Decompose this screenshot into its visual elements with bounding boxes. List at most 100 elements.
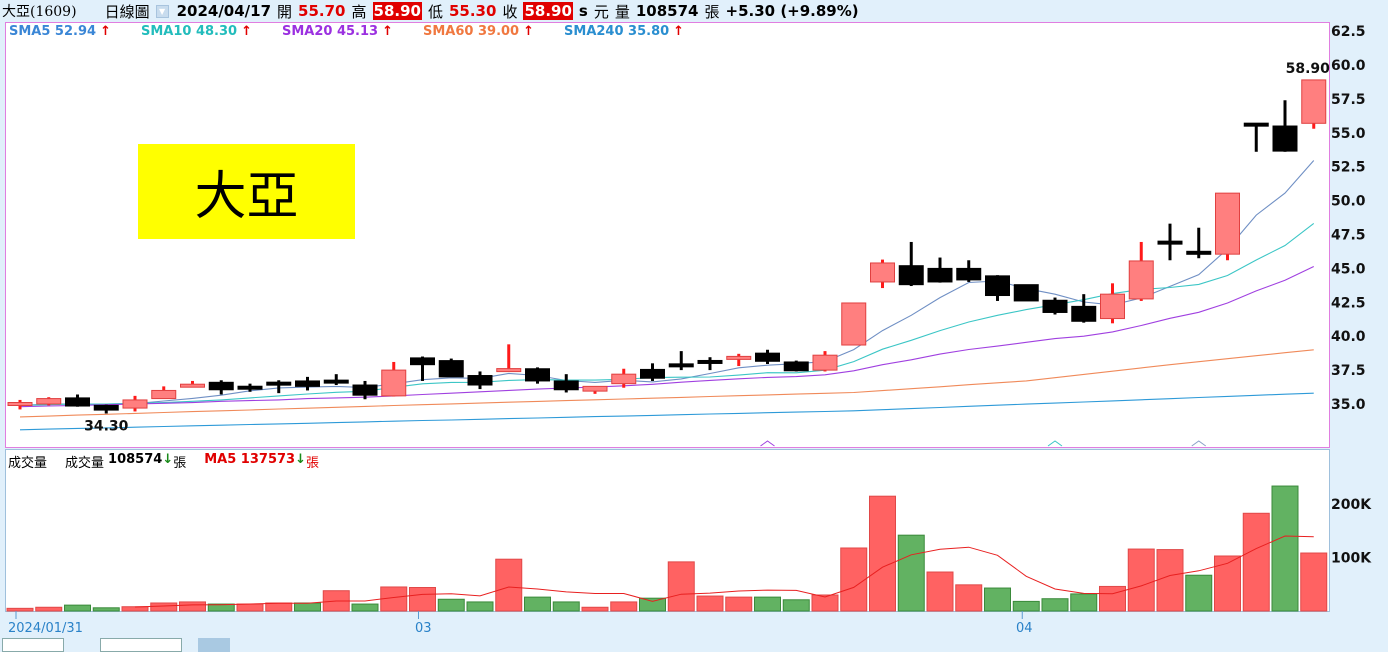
volume-bar <box>696 595 724 612</box>
candle-body <box>65 397 90 407</box>
volume-bar <box>897 534 925 612</box>
unit-label: 元 <box>593 2 609 21</box>
candle-body <box>841 302 867 346</box>
candle <box>438 358 464 378</box>
volume-bar <box>265 602 293 612</box>
down-arrow-icon: ↓ <box>162 452 174 467</box>
volume-bar <box>64 604 91 612</box>
input-box[interactable] <box>2 638 64 652</box>
volume-bar <box>811 594 839 612</box>
candle-body <box>295 380 320 387</box>
quote-header: 大亞(1609) 日線圖 ▼ 2024/04/17 開 55.70 高 58.90 … <box>0 0 1388 22</box>
volume-bar <box>782 599 810 612</box>
candle <box>553 374 579 393</box>
candle <box>467 371 493 390</box>
candle-body <box>553 380 579 391</box>
volume-bar <box>1185 574 1213 612</box>
legend-sma240: SMA240 35.80 ↑ <box>564 24 688 39</box>
candle-body <box>467 375 493 386</box>
y-tick-label: 45.0 <box>1331 261 1366 277</box>
candle-body <box>582 385 608 392</box>
candle <box>180 380 205 388</box>
volume-bar <box>984 587 1011 612</box>
high-value: 58.90 <box>372 2 422 20</box>
volume-bar <box>6 607 34 612</box>
candle-body <box>496 368 522 373</box>
candle-body <box>93 404 119 411</box>
ma-line-sma240 <box>19 392 1314 431</box>
y-tick-label: 57.5 <box>1331 92 1366 108</box>
volume-bar <box>1127 548 1155 612</box>
candle-body <box>266 381 292 386</box>
candle-body <box>180 383 205 388</box>
x-tick-label: 2024/01/31 <box>8 621 83 636</box>
volume-bar <box>869 495 896 612</box>
candle <box>295 376 320 391</box>
volume-bar <box>294 602 321 612</box>
toolbar-button[interactable] <box>198 638 230 652</box>
candle <box>1215 192 1240 261</box>
input-box[interactable] <box>100 638 182 652</box>
volume-ma5-value: MA5 137573 <box>204 452 296 467</box>
open-value: 55.70 <box>298 2 346 20</box>
price-change: +5.30 (+9.89%) <box>725 2 859 20</box>
volume-bar <box>121 606 149 612</box>
volume-bar <box>725 596 753 612</box>
down-arrow-icon: ↓ <box>295 452 306 467</box>
volume-bar <box>955 584 983 612</box>
close-label: 收 <box>502 2 518 21</box>
candle <box>410 356 435 381</box>
volume-bar <box>581 606 609 612</box>
candle <box>1186 227 1212 259</box>
volume-bar <box>495 558 523 612</box>
period-dropdown-icon[interactable]: ▼ <box>155 4 169 18</box>
candle <box>1042 297 1068 315</box>
candle-body <box>668 363 694 368</box>
legend-text: SMA5 52.94 <box>9 24 97 39</box>
candle <box>726 353 752 367</box>
volume-bar <box>1271 485 1299 612</box>
open-label: 開 <box>277 2 293 21</box>
candle-body <box>1215 192 1240 255</box>
volume-ma5-line <box>134 535 1314 608</box>
candle <box>323 374 349 386</box>
legend-sma10: SMA10 48.30 ↑ <box>141 24 256 39</box>
volume-bar <box>92 607 120 612</box>
candle <box>956 260 982 282</box>
y-tick-label: 100K <box>1331 551 1372 567</box>
volume-bar <box>466 601 494 612</box>
candle-body <box>640 368 665 379</box>
candle <box>1301 79 1327 129</box>
x-tick-label: 04 <box>1016 621 1033 636</box>
ma-line-sma60 <box>19 349 1314 418</box>
candle-body <box>7 402 33 406</box>
legend-text: SMA20 45.13 <box>281 24 379 39</box>
quote-date: 2024/04/17 <box>176 2 272 20</box>
y-tick-label: 40.0 <box>1331 329 1366 345</box>
volume-bar <box>1214 555 1241 612</box>
candle-body <box>1071 305 1097 322</box>
candle <box>381 361 407 397</box>
candle <box>7 399 33 410</box>
volume-bar <box>207 603 235 612</box>
y-tick-label: 47.5 <box>1331 228 1366 244</box>
volume-bar <box>1099 585 1126 612</box>
volume-bar <box>1156 549 1184 612</box>
candle <box>525 367 550 384</box>
candle-body <box>36 398 62 405</box>
volume-bar <box>409 587 436 612</box>
legend-text: SMA60 39.00 <box>423 24 520 39</box>
legend-sma5: SMA5 52.94 ↑ <box>9 24 115 39</box>
candle <box>1243 122 1269 152</box>
candle <box>496 344 522 373</box>
candle-body <box>1301 79 1327 124</box>
volume-panel[interactable] <box>5 449 1330 612</box>
candle <box>151 386 177 400</box>
x-tick-label: 03 <box>415 621 432 636</box>
legend-text: SMA240 35.80 <box>564 24 670 39</box>
candle-body <box>381 369 407 397</box>
candle <box>668 351 694 371</box>
candle-body <box>151 389 177 400</box>
y-tick-label: 200K <box>1331 497 1372 513</box>
up-arrow-icon: ↑ <box>100 24 111 39</box>
